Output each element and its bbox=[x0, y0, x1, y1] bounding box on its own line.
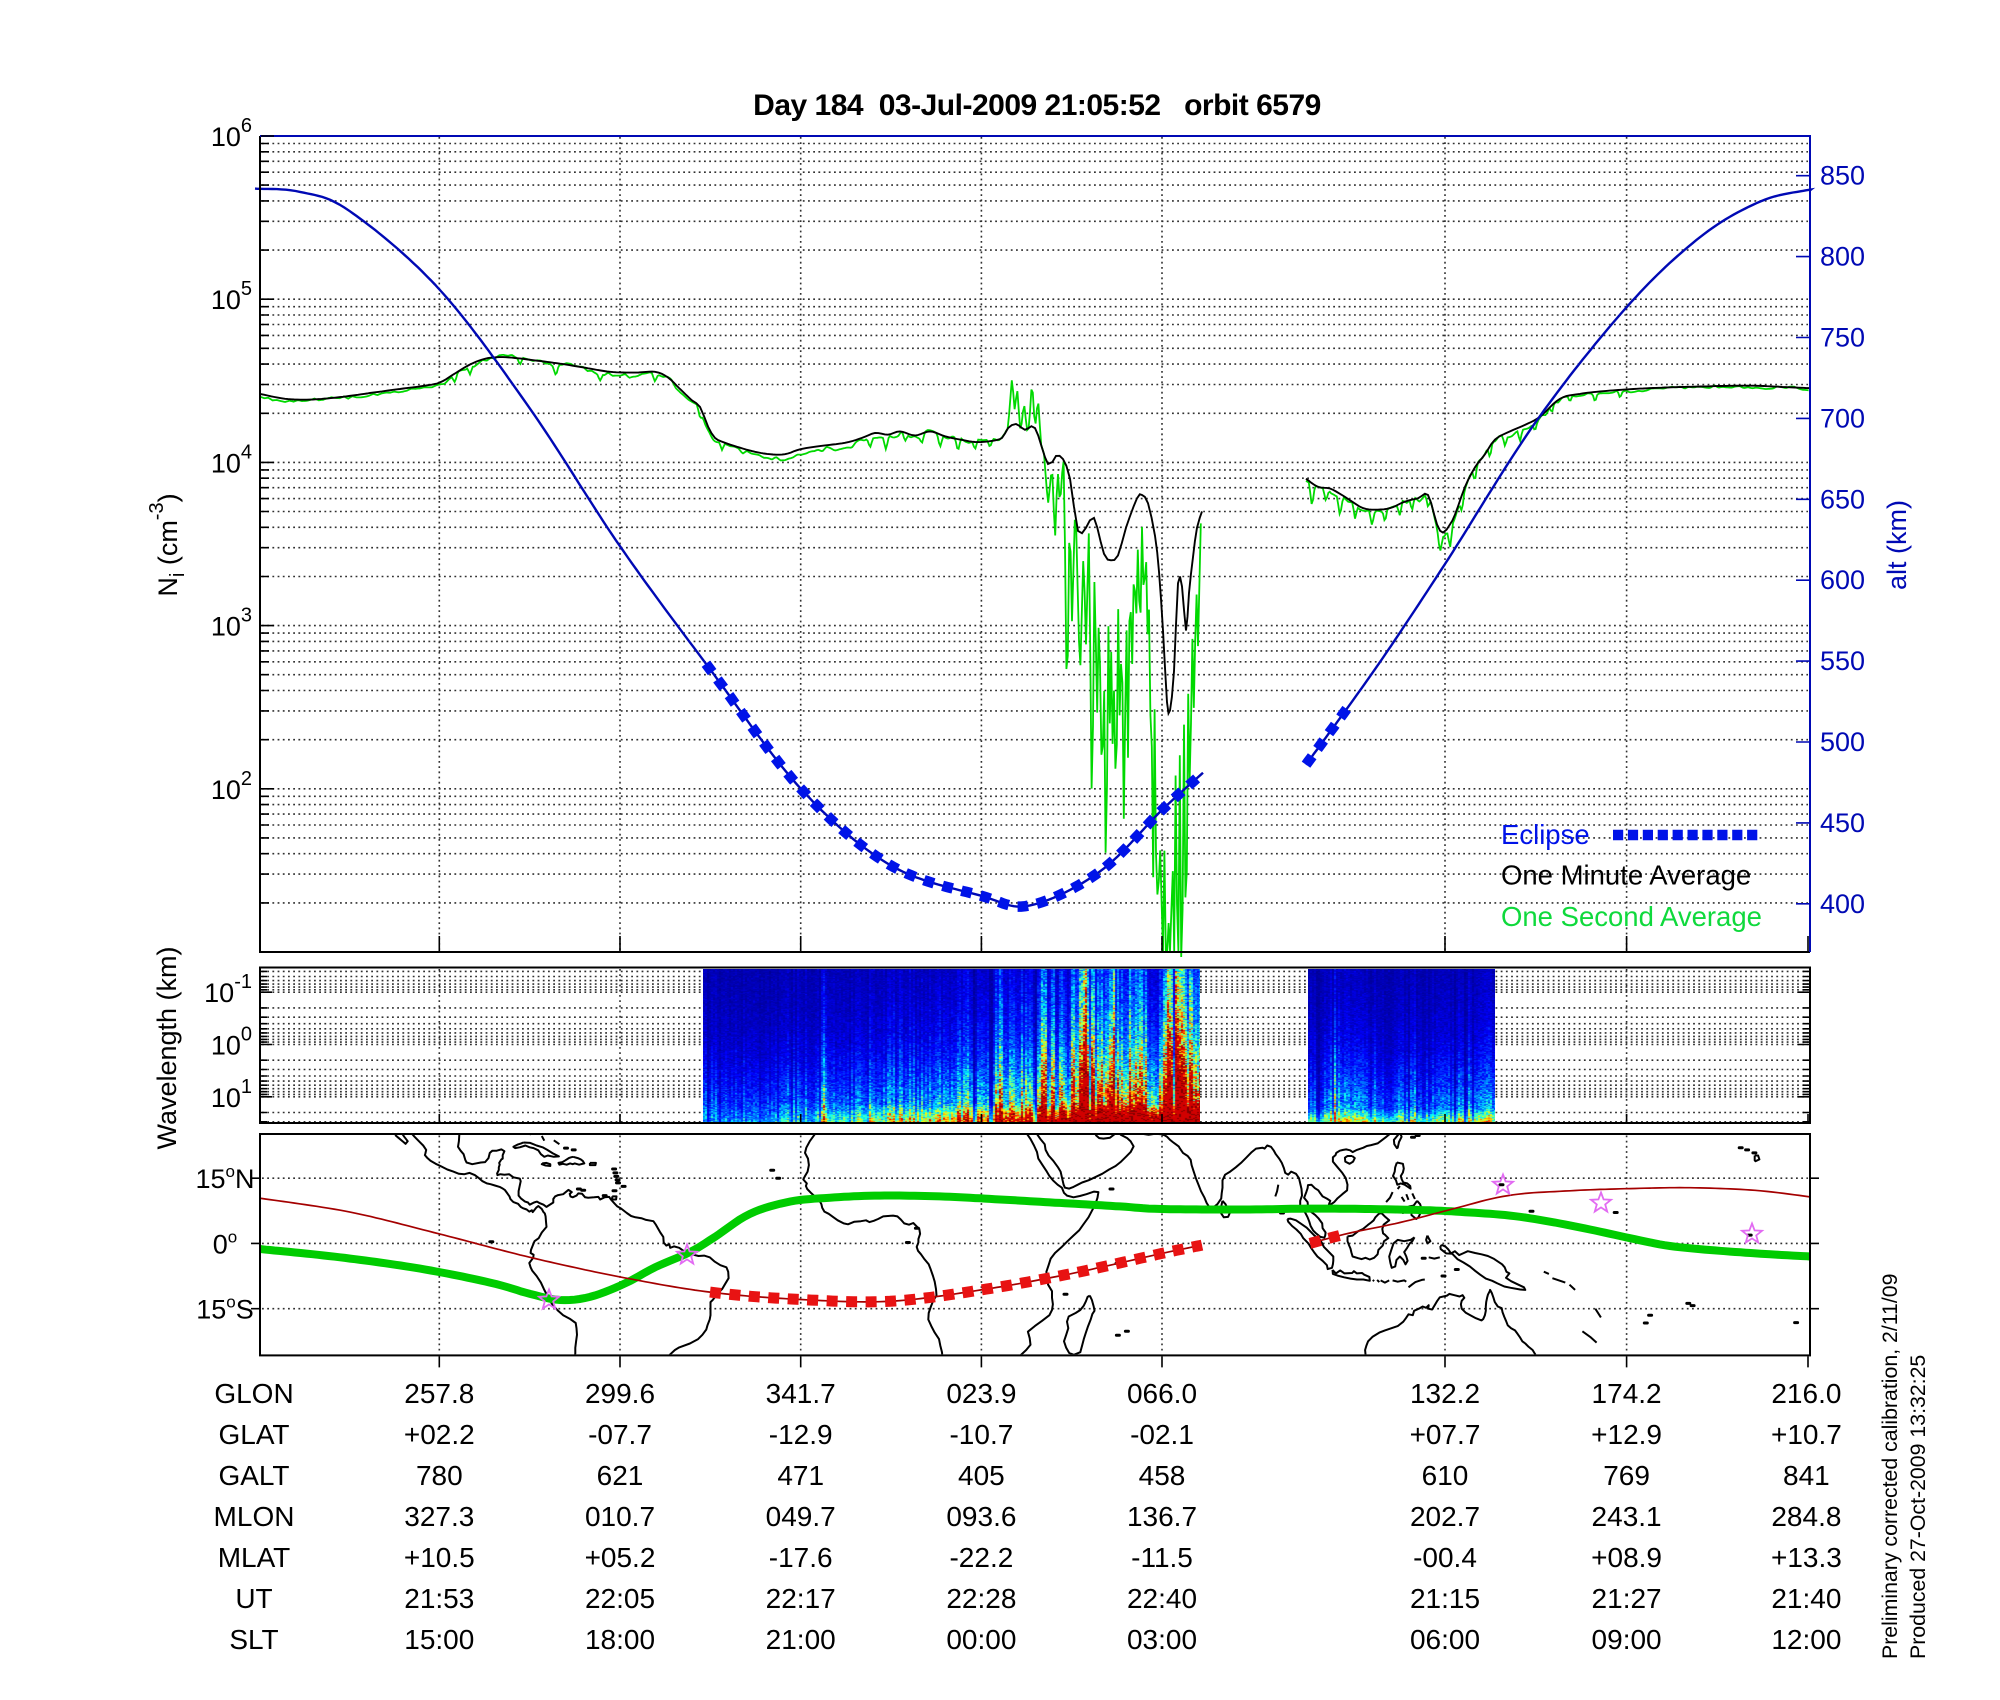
svg-text:+08.9: +08.9 bbox=[1591, 1542, 1662, 1573]
svg-text:769: 769 bbox=[1603, 1460, 1650, 1491]
svg-text:GALT: GALT bbox=[218, 1460, 289, 1491]
svg-text:850: 850 bbox=[1820, 161, 1865, 191]
svg-text:-22.2: -22.2 bbox=[949, 1542, 1013, 1573]
svg-text:136.7: 136.7 bbox=[1127, 1501, 1197, 1532]
svg-text:093.6: 093.6 bbox=[946, 1501, 1016, 1532]
svg-text:+12.9: +12.9 bbox=[1591, 1419, 1662, 1450]
svg-text:Preliminary corrected calibrat: Preliminary corrected calibration, 2/11/… bbox=[1878, 1274, 1902, 1660]
svg-text:+13.3: +13.3 bbox=[1771, 1542, 1842, 1573]
svg-text:One Second Average: One Second Average bbox=[1501, 901, 1762, 932]
svg-text:471: 471 bbox=[777, 1460, 824, 1491]
svg-text:299.6: 299.6 bbox=[585, 1378, 655, 1409]
svg-text:458: 458 bbox=[1139, 1460, 1186, 1491]
svg-text:Ni (cm-3): Ni (cm-3) bbox=[146, 493, 189, 596]
svg-text:22:28: 22:28 bbox=[946, 1583, 1016, 1614]
svg-text:550: 550 bbox=[1820, 646, 1865, 676]
svg-text:103: 103 bbox=[211, 605, 252, 642]
svg-text:GLON: GLON bbox=[214, 1378, 293, 1409]
svg-text:22:17: 22:17 bbox=[766, 1583, 836, 1614]
svg-text:+07.7: +07.7 bbox=[1410, 1419, 1481, 1450]
svg-text:132.2: 132.2 bbox=[1410, 1378, 1480, 1409]
svg-text:-10.7: -10.7 bbox=[949, 1419, 1013, 1450]
svg-text:800: 800 bbox=[1820, 242, 1865, 272]
svg-text:610: 610 bbox=[1422, 1460, 1469, 1491]
svg-text:600: 600 bbox=[1820, 565, 1865, 595]
svg-text:106: 106 bbox=[211, 115, 252, 152]
svg-text:500: 500 bbox=[1820, 727, 1865, 757]
svg-text:00:00: 00:00 bbox=[946, 1624, 1016, 1655]
svg-text:-17.6: -17.6 bbox=[769, 1542, 833, 1573]
svg-text:21:40: 21:40 bbox=[1771, 1583, 1841, 1614]
svg-text:650: 650 bbox=[1820, 484, 1865, 514]
svg-text:-11.5: -11.5 bbox=[1131, 1542, 1193, 1573]
svg-text:750: 750 bbox=[1820, 323, 1865, 353]
svg-text:GLAT: GLAT bbox=[218, 1419, 289, 1450]
svg-text:15:00: 15:00 bbox=[404, 1624, 474, 1655]
svg-text:0o: 0o bbox=[213, 1227, 238, 1259]
svg-text:10-1: 10-1 bbox=[204, 971, 252, 1008]
svg-text:15oN: 15oN bbox=[195, 1162, 254, 1194]
svg-text:+05.2: +05.2 bbox=[585, 1542, 656, 1573]
svg-text:Produced 27-Oct-2009 13:32:25: Produced 27-Oct-2009 13:32:25 bbox=[1906, 1355, 1930, 1659]
svg-text:Day 184 03-Jul-2009 21:05:52: Day 184 03-Jul-2009 21:05:52 orbit 6579 bbox=[753, 89, 1321, 122]
svg-text:-00.4: -00.4 bbox=[1413, 1542, 1477, 1573]
svg-text:-12.9: -12.9 bbox=[769, 1419, 833, 1450]
svg-text:-07.7: -07.7 bbox=[588, 1419, 652, 1450]
svg-text:243.1: 243.1 bbox=[1592, 1501, 1662, 1532]
svg-text:780: 780 bbox=[416, 1460, 463, 1491]
svg-text:101: 101 bbox=[211, 1076, 252, 1113]
svg-text:023.9: 023.9 bbox=[946, 1378, 1016, 1409]
svg-text:Wavelength (km): Wavelength (km) bbox=[152, 946, 182, 1149]
svg-text:MLON: MLON bbox=[214, 1501, 295, 1532]
svg-text:18:00: 18:00 bbox=[585, 1624, 655, 1655]
svg-text:09:00: 09:00 bbox=[1592, 1624, 1662, 1655]
svg-text:+10.7: +10.7 bbox=[1771, 1419, 1842, 1450]
svg-text:405: 405 bbox=[958, 1460, 1005, 1491]
svg-text:21:27: 21:27 bbox=[1592, 1583, 1662, 1614]
svg-text:100: 100 bbox=[211, 1024, 252, 1061]
svg-text:+10.5: +10.5 bbox=[404, 1542, 475, 1573]
svg-text:105: 105 bbox=[211, 278, 252, 315]
svg-text:One Minute Average: One Minute Average bbox=[1501, 860, 1751, 891]
svg-text:400: 400 bbox=[1820, 889, 1865, 919]
svg-text:SLT: SLT bbox=[229, 1624, 278, 1655]
svg-text:06:00: 06:00 bbox=[1410, 1624, 1480, 1655]
svg-text:010.7: 010.7 bbox=[585, 1501, 655, 1532]
svg-text:202.7: 202.7 bbox=[1410, 1501, 1480, 1532]
svg-text:049.7: 049.7 bbox=[766, 1501, 836, 1532]
svg-text:257.8: 257.8 bbox=[404, 1378, 474, 1409]
svg-text:621: 621 bbox=[597, 1460, 644, 1491]
svg-text:22:40: 22:40 bbox=[1127, 1583, 1197, 1614]
svg-text:450: 450 bbox=[1820, 808, 1865, 838]
svg-text:MLAT: MLAT bbox=[218, 1542, 291, 1573]
svg-text:284.8: 284.8 bbox=[1771, 1501, 1841, 1532]
svg-text:UT: UT bbox=[235, 1583, 272, 1614]
svg-text:+02.2: +02.2 bbox=[404, 1419, 475, 1450]
svg-text:341.7: 341.7 bbox=[766, 1378, 836, 1409]
svg-text:104: 104 bbox=[211, 441, 252, 478]
svg-text:21:15: 21:15 bbox=[1410, 1583, 1480, 1614]
svg-text:066.0: 066.0 bbox=[1127, 1378, 1197, 1409]
svg-text:21:00: 21:00 bbox=[766, 1624, 836, 1655]
svg-text:102: 102 bbox=[211, 768, 252, 805]
svg-text:174.2: 174.2 bbox=[1592, 1378, 1662, 1409]
svg-text:216.0: 216.0 bbox=[1771, 1378, 1841, 1409]
svg-text:15oS: 15oS bbox=[196, 1293, 254, 1325]
svg-text:12:00: 12:00 bbox=[1771, 1624, 1841, 1655]
svg-text:alt (km): alt (km) bbox=[1882, 500, 1912, 590]
svg-text:21:53: 21:53 bbox=[404, 1583, 474, 1614]
svg-text:03:00: 03:00 bbox=[1127, 1624, 1197, 1655]
svg-text:700: 700 bbox=[1820, 403, 1865, 433]
svg-text:327.3: 327.3 bbox=[404, 1501, 474, 1532]
svg-text:-02.1: -02.1 bbox=[1130, 1419, 1194, 1450]
svg-text:841: 841 bbox=[1783, 1460, 1830, 1491]
svg-text:22:05: 22:05 bbox=[585, 1583, 655, 1614]
svg-text:Eclipse: Eclipse bbox=[1501, 819, 1590, 850]
